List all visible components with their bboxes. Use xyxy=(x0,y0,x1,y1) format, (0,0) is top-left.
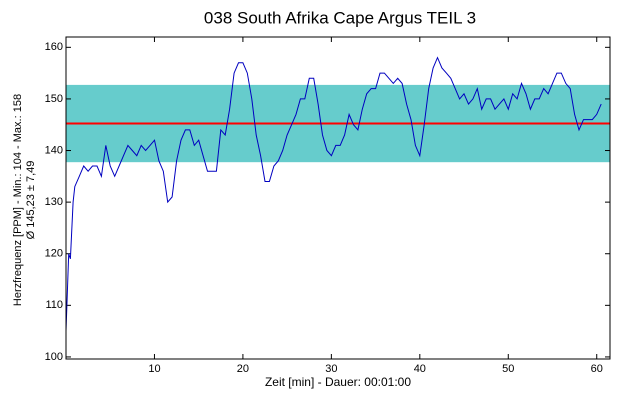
x-tick-label: 50 xyxy=(502,363,514,375)
x-tick-label: 40 xyxy=(414,363,426,375)
x-tick-label: 10 xyxy=(148,363,160,375)
y-axis-label: Ø 145,23 ± 7,49 xyxy=(25,161,37,240)
x-tick-label: 20 xyxy=(237,363,249,375)
y-axis-label: Herzfrequenz [PPM] - Min.: 104 - Max.: 1… xyxy=(12,94,24,306)
y-tick-label: 160 xyxy=(45,41,63,53)
x-tick-label: 60 xyxy=(591,363,603,375)
heart-rate-line xyxy=(65,56,602,332)
x-tick-label: 30 xyxy=(325,363,337,375)
y-tick-label: 130 xyxy=(45,196,63,208)
y-tick-label: 100 xyxy=(45,351,63,363)
y-tick-label: 110 xyxy=(45,299,63,311)
chart-title: 038 South Afrika Cape Argus TEIL 3 xyxy=(204,8,476,27)
y-tick-label: 140 xyxy=(45,144,63,156)
y-tick-label: 150 xyxy=(45,93,63,105)
plot-frame xyxy=(65,36,611,360)
y-tick-label: 120 xyxy=(45,248,63,260)
x-axis-label: Zeit [min] - Dauer: 00:01:00 xyxy=(265,375,411,389)
